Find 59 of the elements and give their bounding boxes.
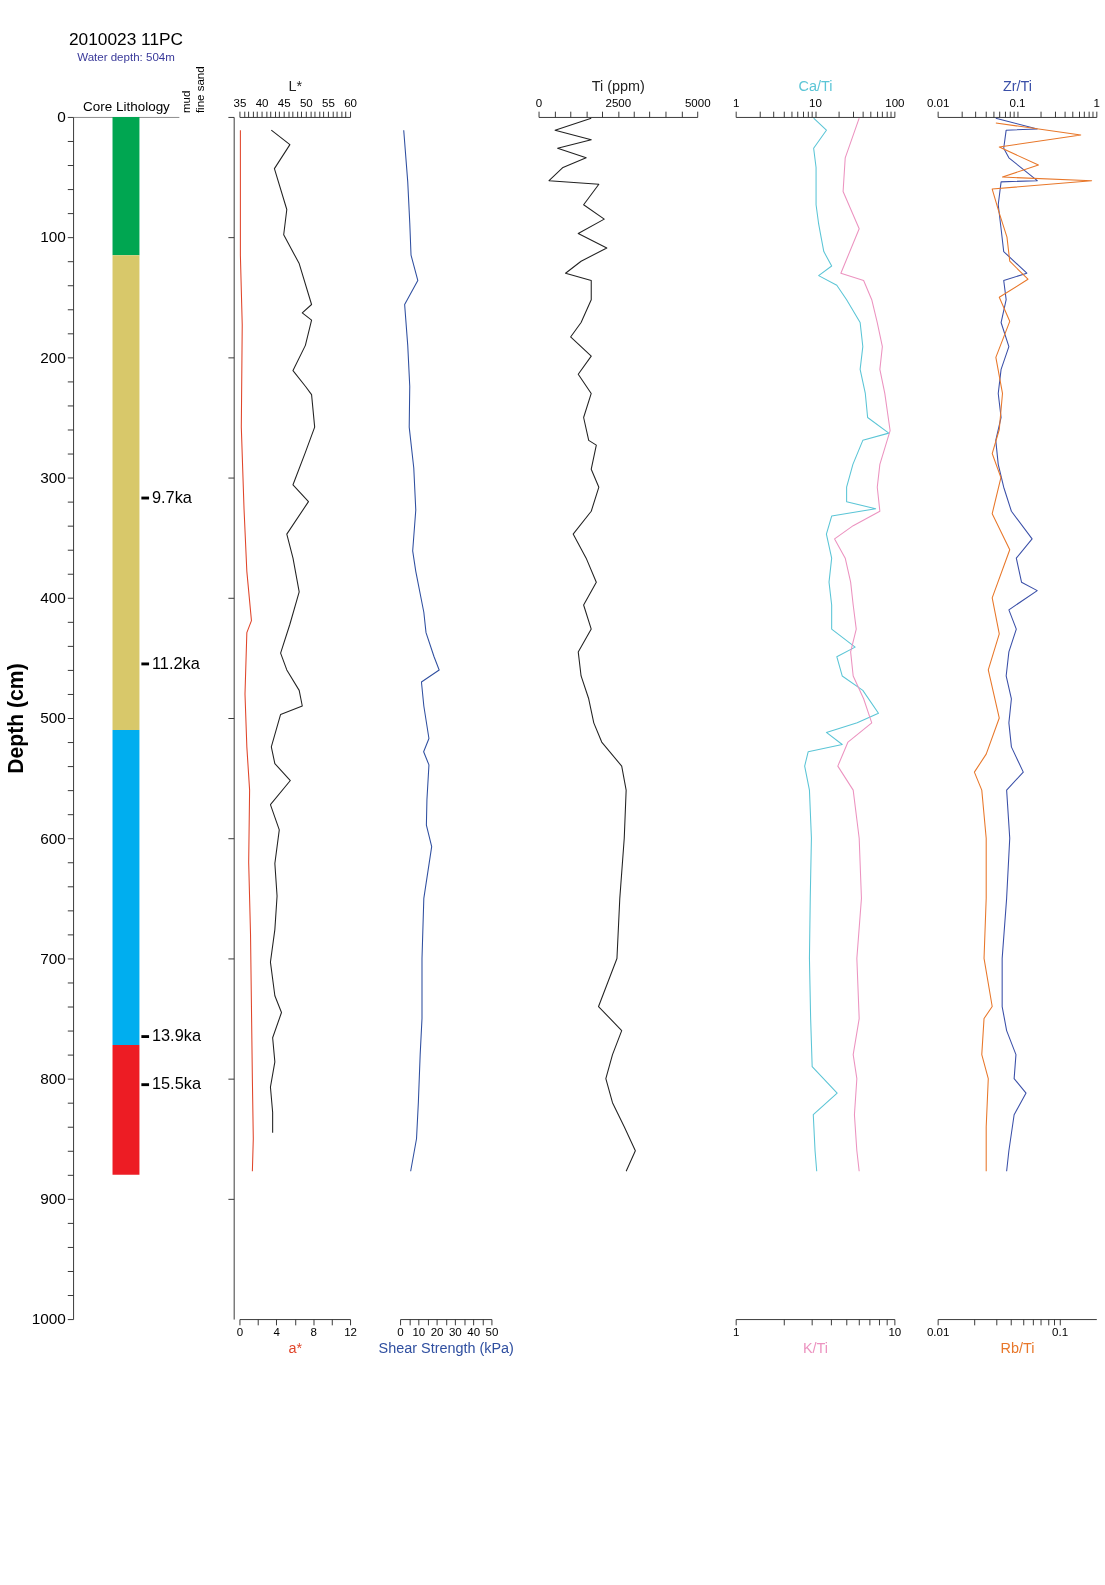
text: fine sand	[193, 66, 206, 114]
y-axis-title: Depth (cm)	[3, 663, 28, 774]
x-axis-title: Rb/Ti	[1000, 1340, 1035, 1357]
x-tick-label: 0.1	[1009, 96, 1026, 109]
y-tick-label: 700	[40, 949, 66, 967]
x2-tick-label: 60	[344, 96, 357, 109]
x-tick-label: 10	[412, 1325, 426, 1338]
x-tick-label: 10	[809, 96, 822, 109]
bar	[112, 255, 140, 731]
y-tick-label: 300	[40, 468, 66, 486]
x-axis-title: Shear Strength (kPa)	[378, 1340, 514, 1357]
x2-tick-label: 5000	[684, 96, 711, 109]
y-tick-label: 200	[40, 348, 66, 366]
bar	[112, 1045, 140, 1175]
x2-tick-label: 45	[277, 96, 291, 109]
x2-tick-label: 55	[322, 96, 335, 109]
y-tick-label: 1000	[31, 1310, 66, 1328]
y-tick-label: 0	[57, 108, 66, 126]
x-tick-label: 0	[397, 1325, 404, 1338]
text: mud	[180, 90, 193, 114]
x-tick-label: 0.01	[926, 1325, 950, 1338]
chart-title: 2010023 11PC	[68, 29, 184, 50]
x-tick-label: 40	[467, 1325, 481, 1338]
x-tick-label: 50	[485, 1325, 499, 1338]
y-tick-label: 500	[40, 709, 66, 727]
y-tick-label: 900	[40, 1190, 66, 1208]
x-tick-label: 30	[448, 1325, 462, 1338]
ref-line-label: 9.7ka	[151, 487, 193, 506]
chart-subtitle: Water depth: 504m	[77, 50, 175, 63]
x2-tick-label: 35	[233, 96, 247, 109]
x-tick-label: 1	[1093, 96, 1101, 109]
x-tick-label: 0.01	[926, 96, 950, 109]
x-tick-label: 0.1	[1052, 1325, 1069, 1338]
bar	[112, 730, 140, 1045]
x2-axis-title: Ti (ppm)	[591, 77, 645, 94]
ref-line-label: 13.9ka	[151, 1026, 202, 1045]
x-tick-label: 10	[888, 1325, 902, 1338]
x2-tick-label: 2500	[605, 96, 632, 109]
x-tick-label: 100	[885, 96, 905, 109]
ref-line-label: 11.2ka	[151, 653, 201, 672]
x-axis-title: Core Lithology	[83, 98, 171, 114]
x-tick-label: 1	[732, 96, 740, 109]
ref-line-label: 15.5ka	[151, 1074, 202, 1093]
y-tick-label: 400	[40, 589, 66, 607]
y-tick-label: 800	[40, 1069, 66, 1087]
x-tick-label: 4	[273, 1325, 281, 1338]
x-axis-title: a*	[288, 1340, 303, 1357]
x-axis-title: Zr/Ti	[1002, 77, 1033, 94]
x2-axis-title: L*	[288, 77, 303, 94]
x-tick-label: 1	[732, 1325, 740, 1338]
x-tick-label: 20	[430, 1325, 444, 1338]
y-tick-label: 100	[40, 228, 66, 246]
x-tick-label: 8	[310, 1325, 317, 1338]
x-axis-title: K/Ti	[802, 1340, 829, 1357]
x-tick-label: 12	[344, 1325, 357, 1338]
bar	[112, 116, 140, 256]
x-tick-label: 0	[236, 1325, 244, 1338]
y-tick-label: 600	[40, 829, 66, 847]
x-axis-title: Ca/Ti	[798, 77, 833, 94]
